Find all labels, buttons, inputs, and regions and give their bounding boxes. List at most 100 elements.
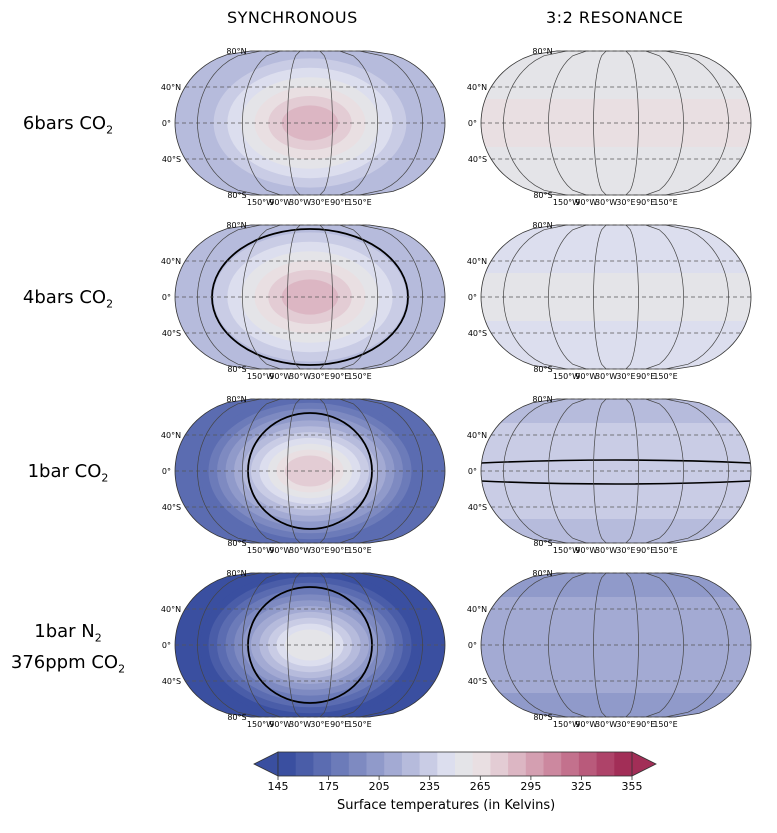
latitude-label: 80°S	[227, 539, 246, 548]
longitude-label: 30°E	[616, 720, 635, 729]
meridian-line	[242, 572, 281, 718]
row-label-text: 1bar N	[34, 621, 95, 642]
row-label-text: 4bars CO	[22, 287, 107, 308]
colorbar-segment	[419, 752, 438, 776]
latitude-label: 40°S	[162, 155, 181, 164]
latitude-label: 80°S	[227, 191, 246, 200]
meridian-line	[593, 50, 607, 196]
meridian-line	[503, 572, 567, 718]
meridian-line	[197, 398, 261, 544]
meridian-line	[339, 572, 378, 718]
meridian-line	[625, 224, 639, 370]
row-label-1bar-co2: 1bar CO2	[8, 460, 128, 491]
colorbar-segment	[508, 752, 527, 776]
latitude-label: 80°S	[533, 191, 552, 200]
latitude-band	[481, 399, 751, 424]
longitude-label: 30°W	[595, 720, 617, 729]
latitude-band	[481, 621, 751, 646]
colorbar: 145 175 205 235 265 295 325 355	[253, 751, 657, 793]
colorbar-segment	[437, 752, 456, 776]
map-outline	[480, 398, 752, 544]
map-outline	[480, 224, 752, 370]
latitude-band	[481, 345, 751, 369]
meridian-line	[287, 572, 301, 718]
latitude-label: 80°N	[226, 47, 246, 56]
meridian-line	[645, 224, 684, 370]
latitude-band	[481, 645, 751, 670]
latitude-band	[481, 693, 751, 717]
longitude-label: 30°W	[289, 720, 311, 729]
longitude-label: 150°E	[347, 372, 371, 381]
row-label-subscript: 2	[94, 631, 102, 645]
meridian-line	[359, 398, 423, 544]
meridian-line	[287, 398, 301, 544]
colorbar-segment	[348, 752, 367, 776]
meridian-line	[645, 398, 684, 544]
colorbar-segment	[455, 752, 474, 776]
latitude-label: 80°N	[226, 569, 246, 578]
meridian-line	[319, 398, 333, 544]
longitude-label: 150°W	[247, 720, 274, 729]
latitude-band	[481, 147, 751, 172]
meridian-line	[665, 572, 729, 718]
colorbar-segment	[401, 752, 421, 776]
longitude-label: 90°E	[636, 720, 655, 729]
meridian-line	[645, 50, 684, 196]
latitude-label: 80°S	[533, 539, 552, 548]
row-label-subscript: 2	[106, 123, 114, 137]
map-outline	[174, 572, 446, 718]
latitude-label: 80°S	[533, 713, 552, 722]
meridian-line	[593, 224, 607, 370]
meridian-line	[319, 572, 333, 718]
longitude-label: 150°E	[653, 372, 677, 381]
colorbar-label: Surface temperatures (in Kelvins)	[337, 798, 556, 813]
latitude-label: 80°S	[227, 713, 246, 722]
meridian-line	[548, 398, 587, 544]
meridian-line	[359, 50, 423, 196]
longitude-label: 90°W	[269, 546, 291, 555]
latitude-band	[481, 495, 751, 520]
latitude-label: 40°N	[161, 83, 181, 92]
meridian-line	[548, 224, 587, 370]
colorbar-segment	[578, 752, 598, 776]
row-label-1bar-n2: 1bar N2 376ppm CO2	[8, 620, 128, 681]
latitude-band	[481, 273, 751, 298]
longitude-label: 30°E	[616, 546, 635, 555]
latitude-band	[481, 75, 751, 100]
meridian-line	[319, 50, 333, 196]
column-title-synchronous: SYNCHRONOUS	[227, 8, 358, 27]
meridian-line	[625, 572, 639, 718]
colorbar-segment	[561, 752, 580, 776]
latitude-band	[481, 423, 751, 448]
column-title-resonance: 3:2 RESONANCE	[546, 8, 684, 27]
colorbar-tick-label: 265	[470, 780, 491, 793]
longitude-label: 30°E	[310, 372, 329, 381]
map-outline	[480, 572, 752, 718]
longitude-label: 150°W	[247, 198, 274, 207]
latitude-label: 80°N	[226, 221, 246, 230]
colorbar-tick-label: 205	[369, 780, 390, 793]
meridian-line	[503, 50, 567, 196]
longitude-label: 150°E	[347, 198, 371, 207]
latitude-band	[481, 51, 751, 76]
colorbar-min-extension	[253, 751, 279, 777]
colorbar-segment	[313, 752, 332, 776]
latitude-label: 40°S	[162, 329, 181, 338]
row-label-text: 6bars CO	[22, 113, 107, 134]
latitude-band	[481, 321, 751, 346]
longitude-label: 150°E	[347, 720, 371, 729]
latitude-band	[481, 669, 751, 694]
longitude-label: 90°E	[330, 198, 349, 207]
row-label-subscript: 2	[106, 297, 114, 311]
map-outline	[174, 398, 446, 544]
colorbar-segment	[525, 752, 544, 776]
latitude-label: 40°S	[468, 155, 487, 164]
freezing-contour	[481, 459, 751, 464]
longitude-label: 90°E	[636, 372, 655, 381]
longitude-label: 90°W	[269, 198, 291, 207]
colorbar-tick-label: 145	[268, 780, 289, 793]
meridian-line	[503, 398, 567, 544]
colorbar-tick-label: 295	[520, 780, 541, 793]
